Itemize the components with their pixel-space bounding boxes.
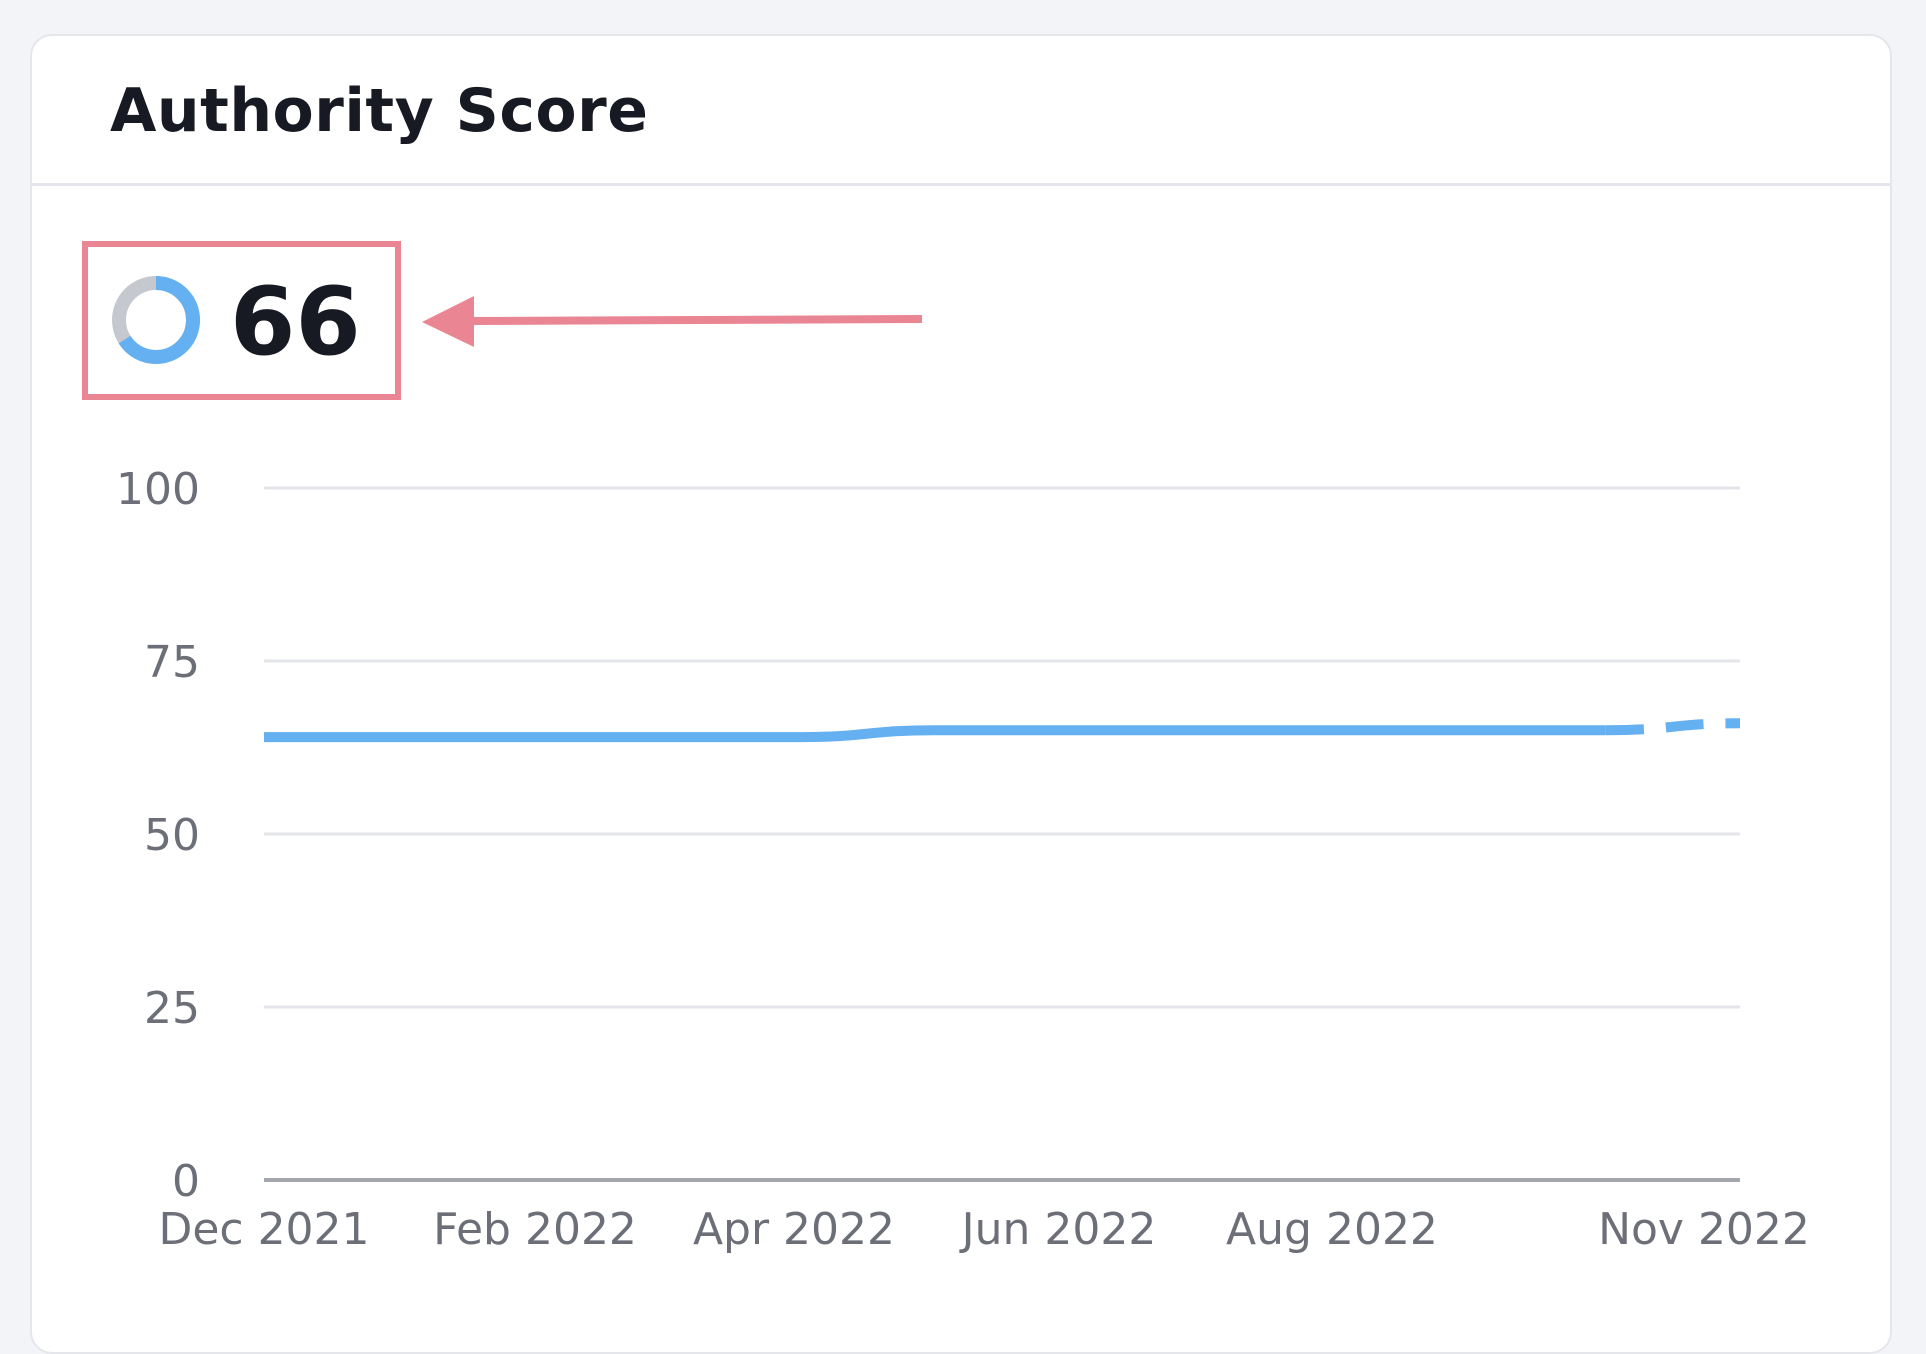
x-tick-label: Dec 2021 — [158, 1204, 369, 1255]
annotation-arrow-shaft — [471, 315, 923, 325]
authority-score-card: Authority Score 66 0 25 50 75 100 Dec 2021 Fe… — [30, 34, 1892, 1354]
series-lines — [264, 718, 1741, 743]
x-tick-label: Nov 2022 — [1598, 1204, 1810, 1255]
grid-lines — [264, 486, 1740, 1182]
annotation-highlight-box — [82, 241, 401, 400]
annotation-arrow-icon — [422, 296, 923, 347]
x-tick-label: Feb 2022 — [433, 1204, 637, 1255]
x-tick-label: Aug 2022 — [1226, 1204, 1438, 1255]
annotation-arrow-head — [422, 296, 474, 347]
card-title: Authority Score — [110, 76, 649, 146]
authority-score-chart: 66 0 25 50 75 100 Dec 2021 Feb 2022 Apr 2022 Ju… — [82, 241, 1810, 1255]
y-tick-label: 0 — [172, 1156, 200, 1207]
series-line-projected — [1605, 718, 1741, 736]
x-axis-tick-labels: Dec 2021 Feb 2022 Apr 2022 Jun 2022 Aug 2022… — [158, 1204, 1809, 1255]
x-tick-label: Apr 2022 — [693, 1204, 895, 1255]
y-tick-label: 75 — [144, 637, 200, 688]
y-axis-tick-labels: 0 25 50 75 100 — [116, 464, 200, 1207]
score-ring-fill — [112, 276, 200, 364]
y-tick-label: 25 — [144, 983, 200, 1034]
score-value: 66 — [230, 268, 361, 377]
y-tick-label: 50 — [144, 810, 200, 861]
x-tick-label: Jun 2022 — [959, 1204, 1157, 1255]
series-line-solid — [264, 725, 1606, 743]
score-ring-icon — [112, 276, 200, 364]
card-header: Authority Score — [32, 36, 1890, 186]
y-tick-label: 100 — [116, 464, 200, 515]
